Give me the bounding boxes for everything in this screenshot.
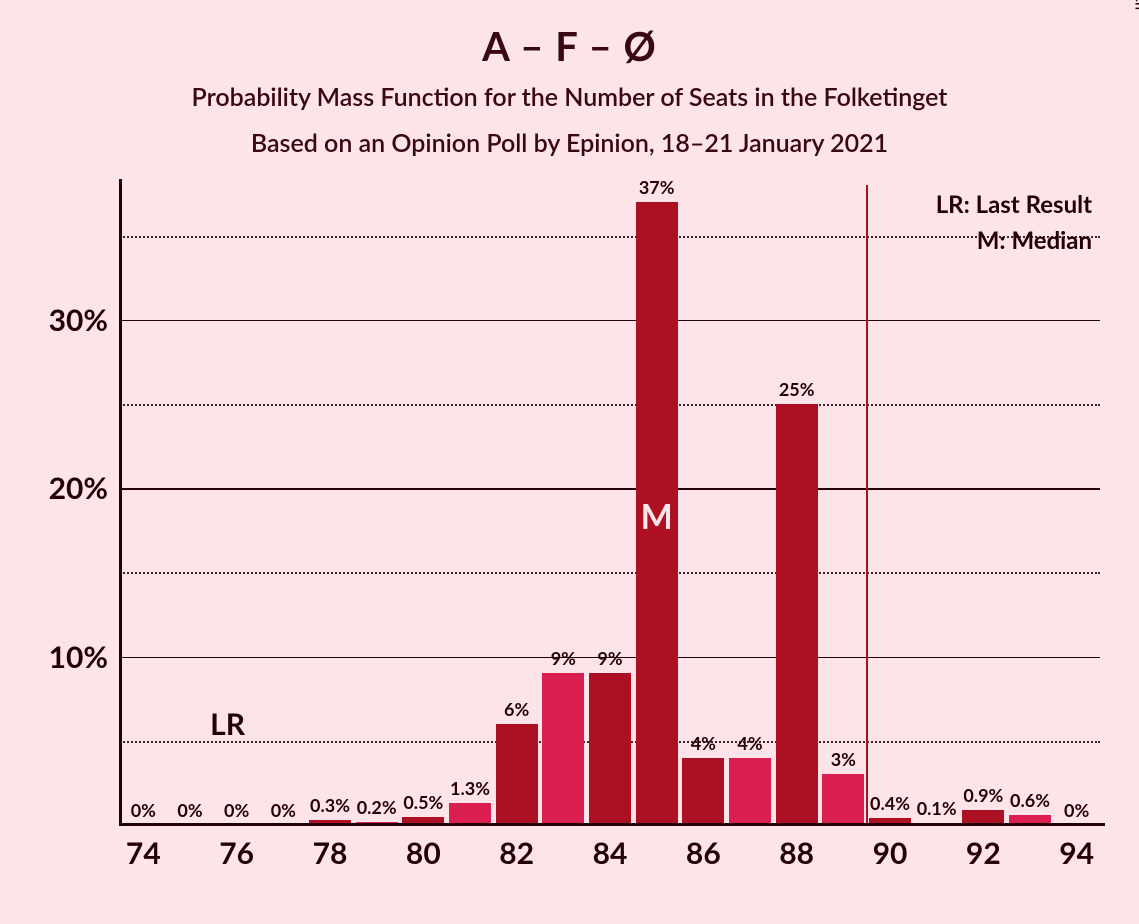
bar: 4%	[682, 758, 724, 825]
bar-value-label: 0.6%	[1010, 789, 1050, 815]
x-tick-label: 92	[966, 825, 1001, 871]
bar-value-label: 0%	[224, 799, 249, 825]
bar-value-label: 4%	[737, 732, 762, 758]
bar-value-label: 0.2%	[357, 796, 397, 822]
x-tick-label: 82	[499, 825, 534, 871]
bar: 1.3%	[449, 803, 491, 825]
x-tick-label: 86	[686, 825, 721, 871]
y-tick-label: 30%	[49, 302, 120, 338]
median-marker: M	[641, 496, 673, 537]
x-tick-label: 74	[126, 825, 161, 871]
x-tick-label: 76	[219, 825, 254, 871]
x-tick-label: 78	[313, 825, 348, 871]
bar-value-label: 0%	[271, 799, 296, 825]
chart-subtitle-2: Based on an Opinion Poll by Epinion, 18–…	[0, 128, 1139, 158]
bar-value-label: 37%	[639, 176, 675, 202]
grid-minor	[120, 404, 1100, 406]
x-tick-label: 88	[779, 825, 814, 871]
bar: 37%M	[636, 202, 678, 825]
bar-value-label: 3%	[831, 748, 856, 774]
bar-value-label: 9%	[597, 647, 622, 673]
bar-value-label: 0.9%	[963, 784, 1003, 810]
bar: 6%	[496, 724, 538, 825]
bar-value-label: 0.5%	[403, 791, 443, 817]
bar-value-label: 6%	[504, 698, 529, 724]
bar-value-label: 0.4%	[870, 792, 910, 818]
bar-value-label: 1.3%	[450, 777, 490, 803]
bar-value-label: 25%	[779, 378, 815, 404]
bar: 3%	[822, 774, 864, 825]
legend-lr: LR: Last Result	[936, 187, 1092, 223]
legend-median: M: Median	[936, 223, 1092, 259]
y-axis	[119, 179, 122, 825]
y-tick-label: 10%	[49, 639, 120, 675]
chart-subtitle-1: Probability Mass Function for the Number…	[0, 82, 1139, 112]
bar-value-label: 0.1%	[917, 797, 957, 823]
bar-value-label: 0%	[131, 799, 156, 825]
grid-major	[120, 488, 1100, 490]
copyright-text: © 2021 Filip van Laenen	[1133, 0, 1139, 10]
grid-minor	[120, 236, 1100, 238]
x-tick-label: 84	[593, 825, 628, 871]
grid-major	[120, 320, 1100, 322]
bar-value-label: 9%	[551, 647, 576, 673]
bar-value-label: 0%	[177, 799, 202, 825]
chart-plot-area: LR: Last Result M: Median 10%20%30%0%0%0…	[120, 185, 1100, 825]
last-result-line	[866, 185, 869, 825]
bar-value-label: 0.3%	[310, 794, 350, 820]
x-tick-label: 94	[1059, 825, 1094, 871]
y-tick-label: 20%	[49, 470, 120, 506]
x-tick-label: 80	[406, 825, 441, 871]
chart-title: A – F – Ø	[0, 22, 1139, 70]
bar-value-label: 0%	[1064, 799, 1089, 825]
x-tick-label: 90	[873, 825, 908, 871]
grid-minor	[120, 572, 1100, 574]
last-result-label: LR	[210, 706, 245, 742]
bar: 9%	[542, 673, 584, 825]
bar-value-label: 4%	[691, 732, 716, 758]
bar: 4%	[729, 758, 771, 825]
bar: 25%	[776, 404, 818, 825]
bar: 9%	[589, 673, 631, 825]
legend: LR: Last Result M: Median	[936, 187, 1092, 259]
